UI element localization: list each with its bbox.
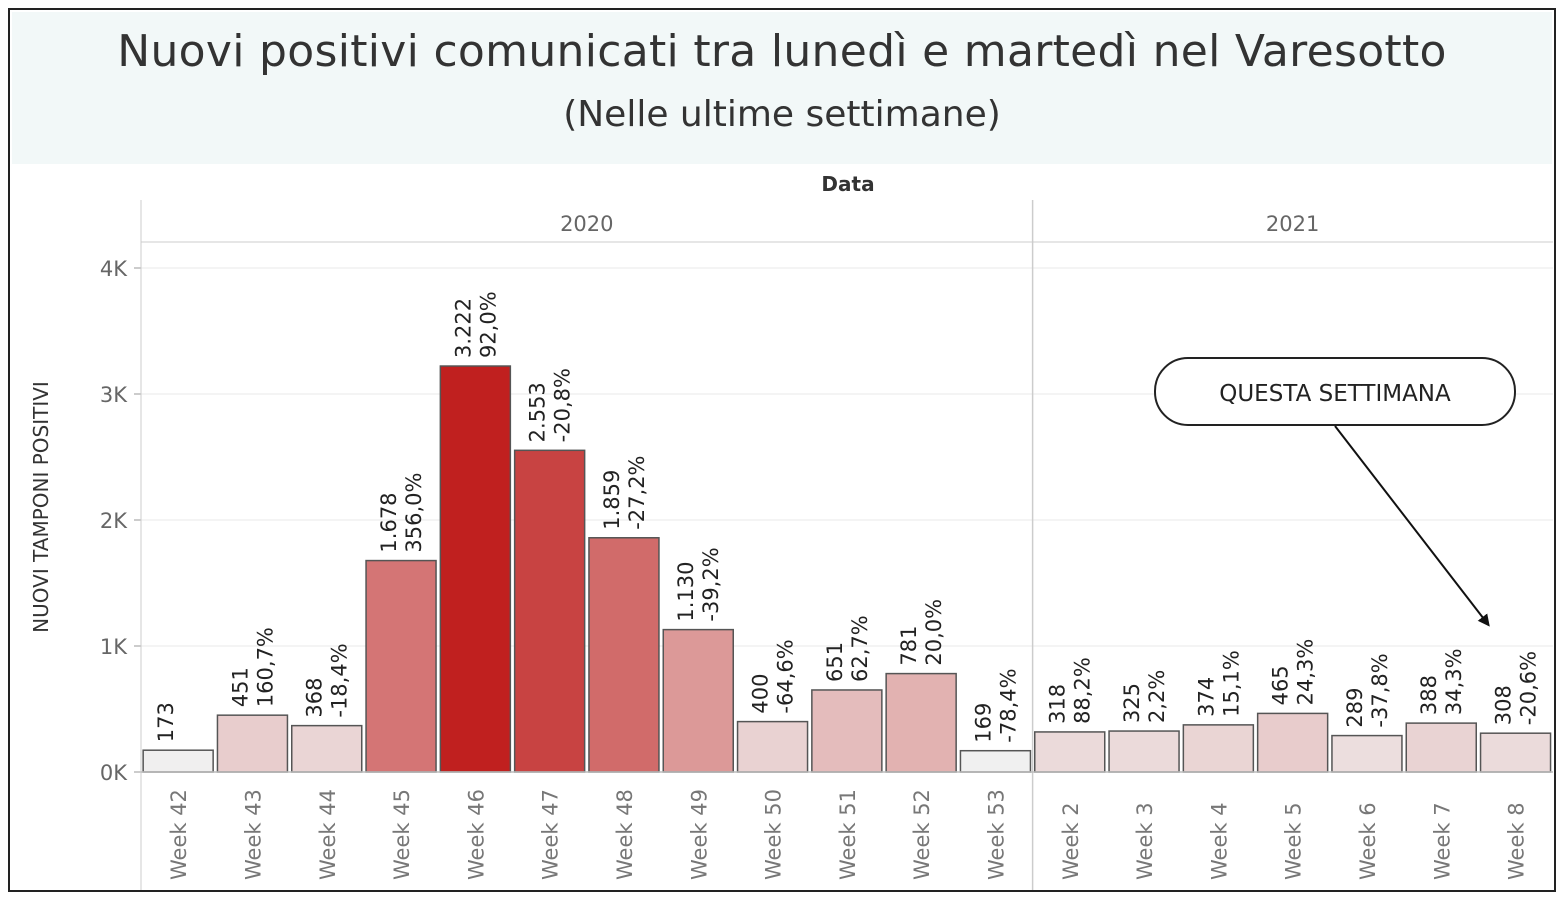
bar-week-48 xyxy=(588,537,660,773)
chart-title: Nuovi positivi comunicati tra lunedì e m… xyxy=(117,26,1447,77)
bar-value-label: 451 xyxy=(228,667,252,707)
bar-value-label: 651 xyxy=(823,642,847,682)
bar-value-label: 289 xyxy=(1343,687,1367,727)
x-tick-label: Week 49 xyxy=(687,789,711,880)
bar-pct-label: 2,2% xyxy=(1145,670,1169,723)
annotation-arrow xyxy=(1334,425,1490,627)
bar-pct-label: 24,3% xyxy=(1294,639,1318,706)
x-tick-label: Week 43 xyxy=(241,789,265,880)
bar-value-label: 308 xyxy=(1492,685,1516,725)
bar-pct-label: -20,6% xyxy=(1517,651,1541,725)
x-tick-label: Week 51 xyxy=(836,789,860,880)
bar-pct-label: -18,4% xyxy=(328,643,352,717)
x-tick-label: Week 4 xyxy=(1207,802,1231,880)
bar-week-2 xyxy=(1034,731,1106,773)
bar-value-label: 374 xyxy=(1194,677,1218,717)
chart-subtitle: (Nelle ultime settimane) xyxy=(563,94,1001,135)
bar-week-44 xyxy=(291,724,363,773)
x-tick-label: Week 48 xyxy=(613,789,637,880)
bar-pct-label: -64,6% xyxy=(774,639,798,713)
x-tick-label: Week 47 xyxy=(539,789,563,880)
bar-pct-label: 356,0% xyxy=(402,472,426,552)
bar-week-47 xyxy=(513,449,586,773)
bar-value-label: 1.859 xyxy=(600,470,624,530)
x-tick-label: Week 50 xyxy=(762,789,786,880)
y-tick-label: 3K xyxy=(100,383,128,407)
bar-pct-label: 20,0% xyxy=(922,599,946,666)
x-tick-label: Week 5 xyxy=(1282,802,1306,880)
bar-week-8 xyxy=(1479,732,1552,773)
annotation-callout xyxy=(1154,357,1516,426)
bar-week-46 xyxy=(439,365,512,773)
column-header: Data xyxy=(821,172,874,196)
x-tick-label: Week 44 xyxy=(316,789,340,880)
bar-value-label: 368 xyxy=(303,678,327,718)
bar-pct-label: 88,2% xyxy=(1071,657,1095,724)
bar-value-label: 173 xyxy=(154,702,178,742)
bar-week-42 xyxy=(142,749,214,773)
bar-value-label: 2.553 xyxy=(526,382,550,442)
y-tick-label: 2K xyxy=(100,509,128,533)
bar-value-label: 325 xyxy=(1120,683,1144,723)
bar-value-label: 1.678 xyxy=(377,492,401,552)
bar-value-label: 465 xyxy=(1269,665,1293,705)
bar-value-label: 388 xyxy=(1417,675,1441,715)
bar-pct-label: -78,4% xyxy=(996,668,1020,742)
year-label: 2021 xyxy=(1266,212,1319,236)
chart-header: Nuovi positivi comunicati tra lunedì e m… xyxy=(12,12,1552,164)
x-tick-label: Week 42 xyxy=(167,789,191,880)
bar-pct-label: -39,2% xyxy=(699,547,723,621)
x-tick-label: Week 7 xyxy=(1430,802,1454,880)
bar-pct-label: -20,8% xyxy=(551,368,575,442)
bar-pct-label: 15,1% xyxy=(1219,650,1243,717)
bar-week-6 xyxy=(1331,734,1403,773)
x-tick-label: Week 8 xyxy=(1505,802,1529,880)
x-tick-label: Week 6 xyxy=(1356,802,1380,880)
y-axis-label: NUOVI TAMPONI POSITIVI xyxy=(29,381,53,633)
bar-week-50 xyxy=(736,720,809,773)
bar-value-label: 318 xyxy=(1046,684,1070,724)
bar-value-label: 781 xyxy=(897,626,921,666)
annotation-text: QUESTA SETTIMANA xyxy=(1219,381,1451,407)
bar-pct-label: 62,7% xyxy=(848,615,872,682)
bar-week-49 xyxy=(662,628,734,773)
bar-week-4 xyxy=(1182,724,1255,773)
bar-week-45 xyxy=(365,559,437,773)
x-tick-label: Week 3 xyxy=(1133,802,1157,880)
bar-week-7 xyxy=(1405,722,1477,773)
bar-week-5 xyxy=(1256,712,1329,773)
x-tick-label: Week 2 xyxy=(1059,802,1083,880)
x-tick-label: Week 53 xyxy=(984,789,1008,880)
bar-pct-label: -27,2% xyxy=(625,455,649,529)
bar-pct-label: 160,7% xyxy=(253,627,277,707)
bar-pct-label: 34,3% xyxy=(1442,648,1466,715)
bar-week-3 xyxy=(1108,730,1180,773)
y-tick-label: 1K xyxy=(100,635,128,659)
year-label: 2020 xyxy=(560,212,613,236)
bar-week-51 xyxy=(811,689,883,773)
bar-value-label: 400 xyxy=(749,674,773,714)
bar-week-53 xyxy=(959,749,1032,773)
bar-pct-label: 92,0% xyxy=(476,291,500,358)
bar-week-52 xyxy=(885,672,957,773)
bar-pct-label: -37,8% xyxy=(1368,653,1392,727)
y-tick-label: 0K xyxy=(100,761,128,785)
bar-value-label: 3.222 xyxy=(451,298,475,358)
x-tick-label: Week 52 xyxy=(910,789,934,880)
y-tick-label: 4K xyxy=(100,257,128,281)
x-tick-label: Week 46 xyxy=(464,789,488,880)
bar-value-label: 1.130 xyxy=(674,561,698,621)
x-tick-label: Week 45 xyxy=(390,789,414,880)
bar-value-label: 169 xyxy=(971,703,995,743)
bar-week-43 xyxy=(216,714,289,773)
